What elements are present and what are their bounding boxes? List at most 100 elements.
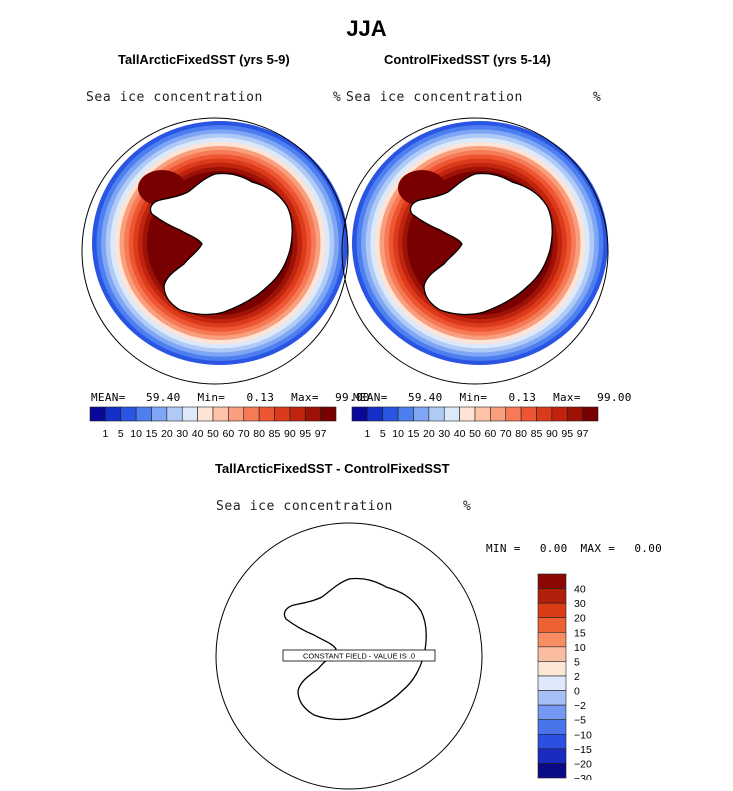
diff-colorbar-swatch-1 [537, 588, 567, 604]
panel-2-colorbar-tick-1: 5 [380, 428, 386, 440]
diff-panel-title: TallArcticFixedSST - ControlFixedSST [215, 461, 450, 476]
diff-colorbar-swatch-10 [537, 719, 567, 735]
diff-colorbar-tick-7: 0 [574, 686, 580, 698]
panel-1-min-value: 0.13 [246, 391, 275, 404]
diff-colorbar-swatch-0 [537, 573, 567, 589]
panel-2-units-label: % [593, 90, 602, 105]
diff-min-value: 0.00 [539, 542, 568, 555]
diff-colorbar-swatches [537, 573, 567, 779]
panel-1-units-label: % [333, 90, 342, 105]
diff-colorbar-swatch-11 [537, 733, 567, 750]
panel-2-colorbar-swatch-10 [505, 406, 522, 422]
panel-1-colorbar-tick-6: 40 [192, 428, 204, 440]
diff-max-label: MAX = [580, 542, 616, 555]
panel-2-colorbar-tick-6: 40 [454, 428, 466, 440]
diff-colorbar-tick-9: −5 [574, 715, 586, 727]
diff-colorbar-swatch-7 [537, 675, 567, 691]
panel-1-colorbar-swatch-0 [89, 406, 106, 422]
panel-1-colorbar-swatch-13 [289, 406, 306, 422]
panel-2-colorbar: 1 5 10 15 20 30 40 50 60 70 80 85 90 95 97 [351, 406, 599, 440]
diff-panel-antarctica-coastline [283, 577, 427, 721]
panel-2-colorbar-tick-13: 95 [561, 428, 573, 440]
diff-panel-stats: MIN = 0.00 MAX = 0.00 [486, 542, 662, 555]
panel-2-colorbar-swatch-6 [443, 406, 460, 422]
panel-2-max-label: Max= [553, 391, 581, 404]
panel-2-stats: MEAN= 59.40 Min= 0.13 Max= 99.00 [353, 391, 632, 404]
panel-2-colorbar-tick-0: 1 [364, 428, 370, 440]
panel-2-colorbar-tick-2: 10 [392, 428, 404, 440]
panel-1-colorbar-tick-4: 20 [161, 428, 173, 440]
panel-1-colorbar-ticks: 1 5 10 15 20 30 40 50 60 70 80 85 90 95 97 [102, 428, 326, 440]
panel-2-colorbar-swatch-1 [367, 406, 384, 422]
panel-1-colorbar-swatch-3 [135, 406, 152, 422]
panel-1-colorbar-tick-14: 97 [315, 428, 327, 440]
panel-1-colorbar-tick-3: 15 [146, 428, 158, 440]
panel-2-colorbar-tick-8: 60 [485, 428, 497, 440]
constant-field-annotation: CONSTANT FIELD - VALUE IS .0 [303, 652, 415, 661]
panel-2-max-value: 99.00 [597, 391, 632, 404]
panel-1-colorbar-swatch-14 [304, 406, 321, 422]
panel-1-variable-label: Sea ice concentration [86, 90, 263, 105]
diff-panel-variable-label: Sea ice concentration [216, 499, 393, 514]
diff-colorbar-tick-10: −10 [574, 729, 592, 741]
panel-2-colorbar-tick-5: 30 [438, 428, 450, 440]
panel-1-colorbar-swatch-5 [166, 406, 183, 422]
diff-min-label: MIN = [486, 542, 521, 555]
panel-2-colorbar-tick-7: 50 [469, 428, 481, 440]
panel-2-colorbar-tick-9: 70 [500, 428, 512, 440]
diff-colorbar-swatch-2 [537, 602, 567, 619]
diff-panel-map: CONSTANT FIELD - VALUE IS .0 [215, 522, 483, 790]
panel-1-map [81, 117, 349, 385]
panel-2-colorbar-ticks: 1 5 10 15 20 30 40 50 60 70 80 85 90 95 97 [364, 428, 588, 440]
panel-1-max-label: Max= [291, 391, 319, 404]
panel-1-colorbar-swatch-6 [181, 406, 198, 422]
panel-2-colorbar-swatch-3 [397, 406, 414, 422]
panel-1-colorbar-swatch-1 [105, 406, 122, 422]
diff-colorbar-tick-2: 20 [574, 613, 586, 625]
panel-1-colorbar-swatch-10 [243, 406, 260, 422]
diff-colorbar-tick-1: 30 [574, 598, 586, 610]
panel-2-colorbar-tick-11: 85 [531, 428, 543, 440]
panel-2-colorbar-swatch-8 [474, 406, 491, 422]
diff-colorbar-swatch-9 [537, 704, 567, 721]
panel-2-colorbar-swatch-7 [459, 406, 476, 422]
diff-colorbar-tick-8: −2 [574, 700, 586, 712]
panel-1-title: TallArcticFixedSST (yrs 5-9) [118, 52, 290, 67]
figure-title: JJA [346, 16, 387, 41]
panel-2-title: ControlFixedSST (yrs 5-14) [384, 52, 551, 67]
panel-2-min-value: 0.13 [508, 391, 537, 404]
panel-1-colorbar-swatch-9 [228, 406, 245, 422]
diff-colorbar-tick-6: 2 [574, 671, 580, 683]
panel-1-colorbar-tick-7: 50 [207, 428, 219, 440]
panel-2-colorbar-swatch-14 [566, 406, 583, 422]
panel-2-mean-value: 59.40 [407, 391, 443, 404]
panel-2-colorbar-swatch-15 [582, 406, 599, 422]
panel-2-colorbar-swatches [351, 406, 599, 422]
panel-1-colorbar-tick-5: 30 [176, 428, 188, 440]
panel-2-mean-label: MEAN= [353, 391, 388, 404]
panel-1-antarctica-coastline [149, 172, 293, 316]
panel-1-colorbar-swatch-15 [320, 406, 337, 422]
panel-1-colorbar-tick-12: 90 [284, 428, 296, 440]
diff-colorbar-swatch-13 [537, 763, 567, 779]
panel-1-mean-value: 59.40 [145, 391, 181, 404]
panel-1-colorbar-tick-9: 70 [238, 428, 250, 440]
panel-2-colorbar-tick-12: 90 [546, 428, 558, 440]
panel-2-min-label: Min= [459, 391, 488, 404]
diff-colorbar-swatch-6 [537, 661, 567, 677]
panel-1-colorbar-tick-0: 1 [102, 428, 108, 440]
panel-2-colorbar-tick-14: 97 [577, 428, 589, 440]
panel-1-colorbar: 1 5 10 15 20 30 40 50 60 70 80 85 90 95 97 [89, 406, 337, 440]
panel-1-colorbar-swatch-11 [258, 406, 275, 422]
panel-1-map-boundary [81, 117, 349, 385]
panel-1-min-label: Min= [197, 391, 226, 404]
panel-1-max-value: 99.00 [335, 391, 370, 404]
diff-colorbar-swatch-12 [537, 748, 567, 764]
panel-2-colorbar-swatch-11 [520, 406, 537, 422]
diff-colorbar-tick-4: 10 [574, 642, 586, 654]
panel-2-antarctica-coastline [409, 172, 553, 316]
panel-2-colorbar-swatch-4 [413, 406, 430, 422]
panel-1-colorbar-tick-2: 10 [130, 428, 142, 440]
diff-colorbar-swatch-5 [537, 646, 567, 662]
